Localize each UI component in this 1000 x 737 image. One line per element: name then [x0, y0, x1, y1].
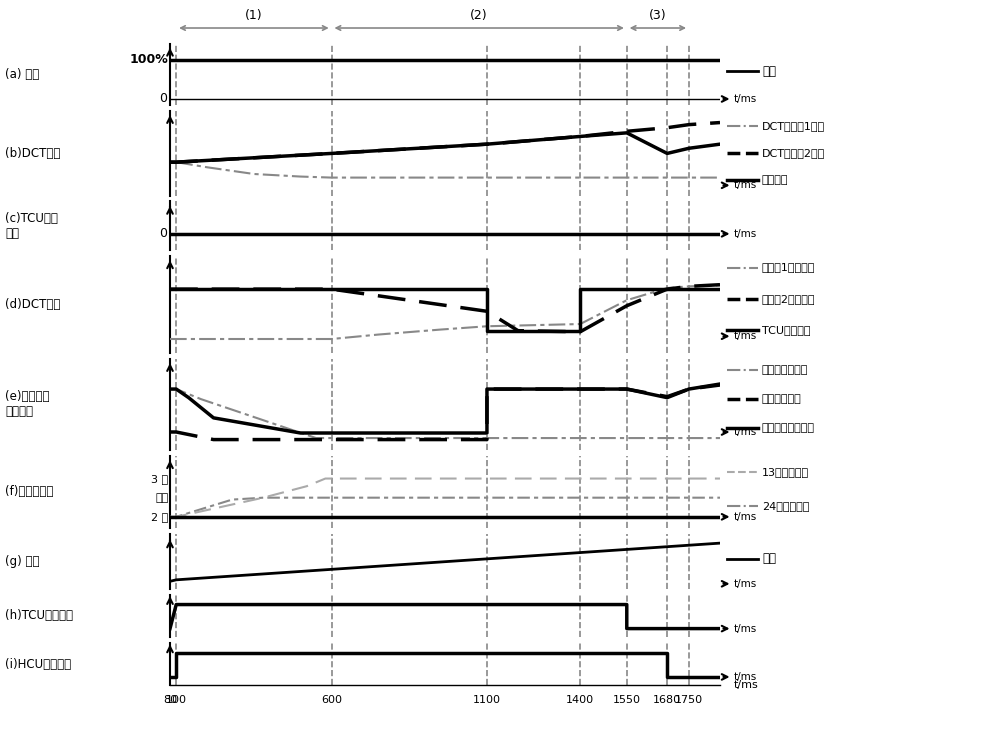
Text: (3): (3)	[649, 9, 667, 22]
Text: 混合动力实际转矩: 混合动力实际转矩	[762, 423, 815, 433]
Text: (c)TCU转速
请求: (c)TCU转速 请求	[5, 212, 58, 240]
Text: (g) 车速: (g) 车速	[5, 555, 40, 568]
Text: $\mathit{0}$: $\mathit{0}$	[159, 92, 168, 105]
Text: t/ms: t/ms	[734, 228, 757, 239]
Text: 中位: 中位	[155, 492, 168, 503]
Text: (e)混合动力
实际转矩: (e)混合动力 实际转矩	[5, 390, 50, 418]
Text: 24同步器位置: 24同步器位置	[762, 501, 809, 511]
Text: 100%: 100%	[130, 53, 168, 66]
Text: (1): (1)	[245, 9, 263, 22]
Text: (b)DCT转速: (b)DCT转速	[5, 147, 60, 160]
Text: 3 档: 3 档	[151, 474, 168, 483]
Text: t/ms: t/ms	[734, 181, 757, 190]
Text: DCT输入轴2转速: DCT输入轴2转速	[762, 148, 825, 158]
Text: 离合器1传递转矩: 离合器1传递转矩	[762, 262, 815, 273]
Text: t/ms: t/ms	[734, 331, 757, 341]
Text: (a) 油门: (a) 油门	[5, 68, 39, 81]
Text: 离合器2传递转矩: 离合器2传递转矩	[762, 293, 816, 304]
Text: 2 档: 2 档	[151, 511, 168, 522]
Text: t/ms: t/ms	[734, 579, 757, 589]
Text: 发动机实际转矩: 发动机实际转矩	[762, 365, 808, 374]
Text: 电机转速: 电机转速	[762, 175, 788, 185]
Text: t/ms: t/ms	[734, 680, 759, 690]
Text: t/ms: t/ms	[734, 672, 757, 682]
Text: t/ms: t/ms	[734, 624, 757, 634]
Text: 电机实际转矩: 电机实际转矩	[762, 394, 802, 404]
Text: t/ms: t/ms	[734, 94, 757, 104]
Text: (h)TCU换挡请求: (h)TCU换挡请求	[5, 609, 73, 622]
Text: 车速: 车速	[762, 552, 776, 565]
Text: 13同步器位置: 13同步器位置	[762, 467, 809, 477]
Text: (d)DCT转矩: (d)DCT转矩	[5, 298, 60, 311]
Text: $\mathit{0}$: $\mathit{0}$	[159, 227, 168, 240]
Text: TCU转矩请求: TCU转矩请求	[762, 324, 810, 335]
Text: t/ms: t/ms	[734, 427, 757, 437]
Text: (2): (2)	[470, 9, 488, 22]
Text: t/ms: t/ms	[734, 511, 757, 522]
Text: 油门: 油门	[762, 65, 776, 78]
Text: (i)HCU换挡许可: (i)HCU换挡许可	[5, 657, 71, 671]
Text: (f)同步器位置: (f)同步器位置	[5, 486, 53, 498]
Text: DCT输入轴1转速: DCT输入轴1转速	[762, 121, 825, 131]
